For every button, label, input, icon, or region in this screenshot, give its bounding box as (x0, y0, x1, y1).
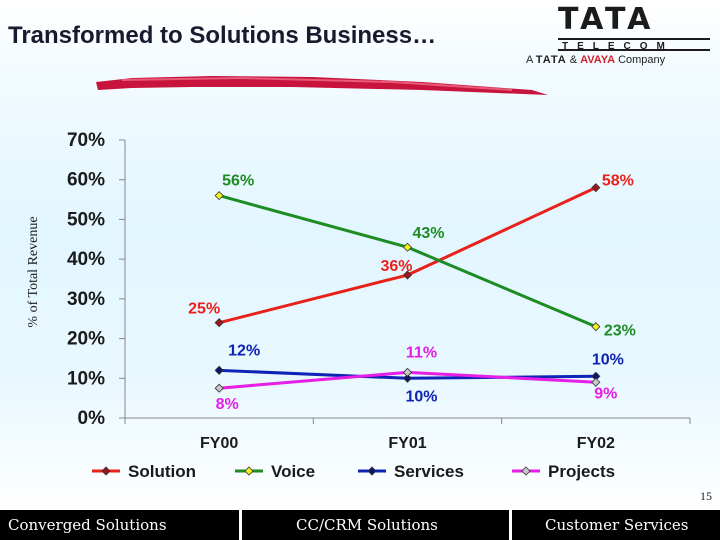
data-label-services: 10% (592, 351, 624, 368)
footer-bar: Converged Solutions CC/CRM Solutions Cus… (0, 510, 720, 540)
tagline-and: & (569, 54, 578, 66)
y-axis-title: % of Total Revenue (26, 216, 41, 327)
data-label-services: 12% (228, 342, 260, 359)
y-tick-label: 20% (67, 329, 105, 350)
tagline-prefix: A (526, 54, 533, 66)
legend-label-voice: Voice (271, 462, 315, 481)
y-tick-label: 70% (67, 130, 105, 151)
data-label-projects: 9% (594, 385, 617, 402)
x-tick-label: FY01 (388, 435, 426, 452)
title-underline-brush (96, 76, 548, 95)
x-tick-label: FY00 (200, 435, 238, 452)
data-point-solution (591, 183, 601, 193)
y-tick-label: 60% (67, 170, 105, 191)
logo-tagline: A TATA & AVAYA Company (526, 54, 665, 66)
tagline-tata: TATA (535, 54, 567, 66)
tagline-avaya: AVAYA (580, 54, 616, 66)
data-label-voice: 56% (222, 173, 254, 190)
data-point-voice (591, 322, 601, 332)
data-label-voice: 23% (604, 323, 636, 340)
data-label-projects: 8% (216, 396, 239, 413)
data-point-voice (214, 191, 224, 201)
logo-brand: TATA (558, 2, 655, 37)
footer-item-cc-crm-solutions: CC/CRM Solutions (296, 516, 438, 534)
footer-item-converged-solutions: Converged Solutions (8, 516, 167, 534)
legend-label-projects: Projects (548, 462, 615, 481)
revenue-line-chart: 0% 10% 20% 30% 40% 50% 60% 70% FY00 FY01 FY02 % of … (26, 130, 691, 481)
y-tick-label: 50% (67, 209, 105, 230)
footer-divider (509, 510, 512, 540)
y-tick-label: 30% (67, 289, 105, 310)
y-tick-label: 10% (67, 368, 105, 389)
legend-marker-projects (521, 466, 531, 476)
tagline-suffix: Company (618, 54, 666, 66)
x-tick-label: FY02 (577, 435, 615, 452)
company-logo: TATA TELECOM A TATA & AVAYA Company (526, 2, 716, 72)
data-label-voice: 43% (412, 225, 444, 242)
data-point-projects (591, 377, 601, 387)
page-number: 15 (700, 489, 712, 503)
data-point-services (402, 373, 413, 383)
footer-divider (239, 510, 242, 540)
logo-subtitle: TELECOM (558, 38, 710, 52)
y-tick-label: 40% (67, 249, 105, 270)
data-point-solution (214, 318, 224, 328)
data-label-projects: 11% (406, 344, 437, 361)
data-point-voice (402, 242, 413, 252)
data-label-solution: 36% (380, 258, 412, 275)
data-point-projects (402, 367, 413, 377)
data-point-projects (214, 383, 224, 393)
data-label-services: 10% (405, 388, 437, 405)
legend-marker-solution (101, 466, 111, 476)
legend-label-services: Services (394, 462, 464, 481)
legend-marker-voice (244, 466, 254, 476)
legend-label-solution: Solution (128, 462, 196, 481)
footer-item-customer-services: Customer Services (545, 516, 689, 534)
data-point-solution (402, 270, 413, 280)
y-tick-label: 0% (78, 408, 106, 429)
data-point-services (214, 365, 224, 375)
data-label-solution: 58% (602, 173, 634, 190)
slide-title: Transformed to Solutions Business… (8, 22, 437, 49)
data-label-solution: 25% (188, 301, 220, 318)
legend-marker-services (367, 466, 377, 476)
